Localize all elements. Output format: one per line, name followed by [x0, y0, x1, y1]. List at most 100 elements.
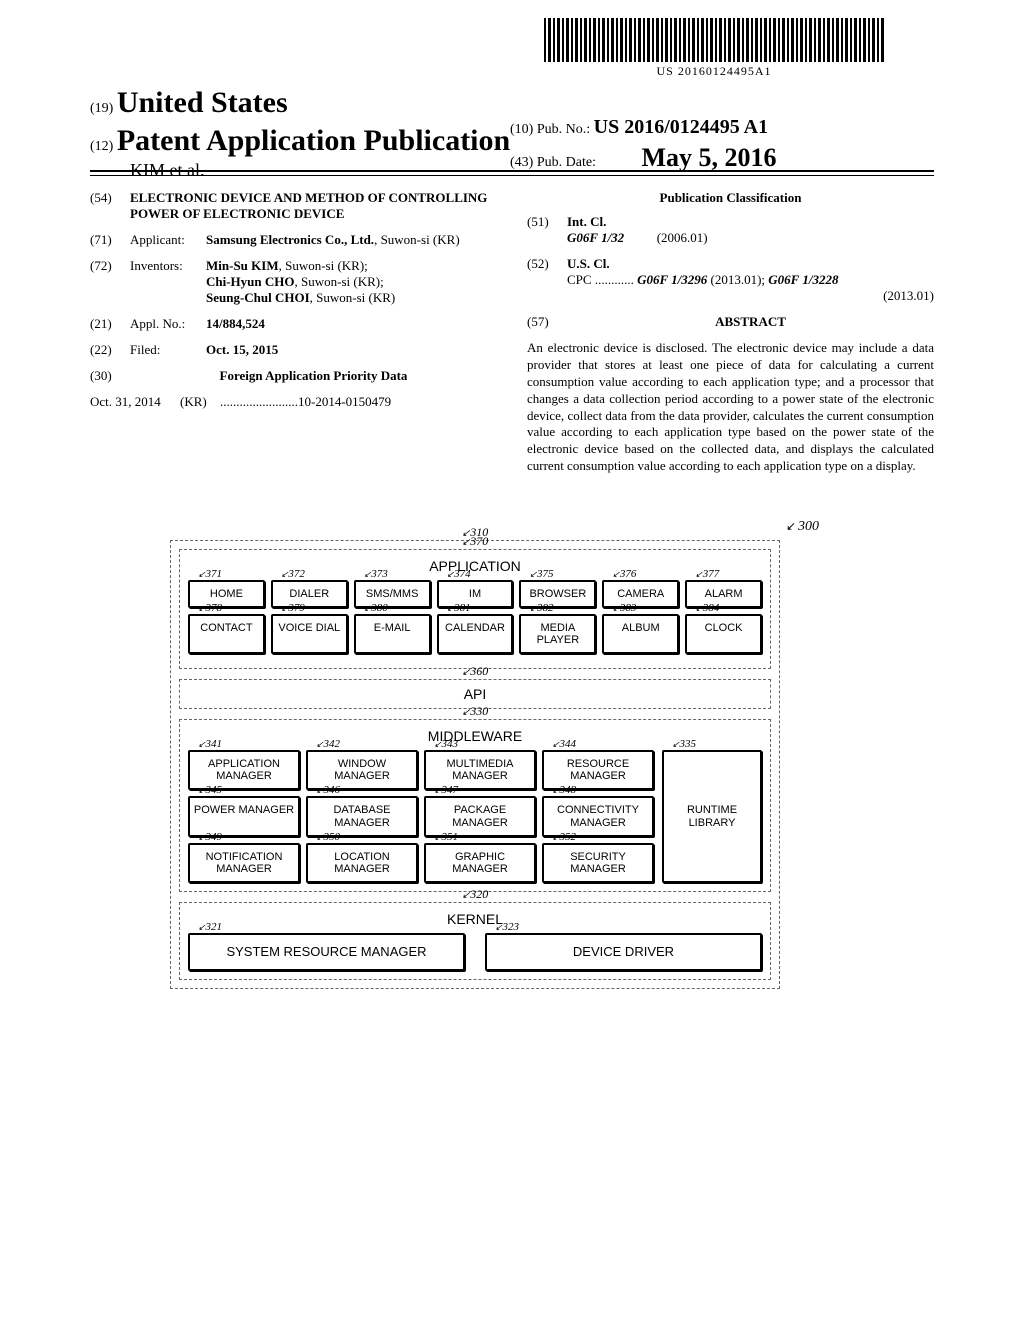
- node-label: E-MAIL: [374, 622, 411, 634]
- prio-cc: (KR): [180, 394, 220, 410]
- invention-title: ELECTRONIC DEVICE AND METHOD OF CONTROLL…: [130, 190, 497, 222]
- biblio-right: Publication Classification (51) Int. Cl.…: [527, 190, 934, 475]
- header-country-line: (19) United States: [90, 86, 934, 120]
- biblio-columns: (54) ELECTRONIC DEVICE AND METHOD OF CON…: [90, 190, 934, 475]
- barcode-graphic: [544, 18, 884, 62]
- code-51: (51): [527, 214, 567, 246]
- node-security-manager: 352SECURITY MANAGER: [542, 843, 654, 883]
- pubdate-row: (43) Pub. Date: May 5, 2016: [510, 143, 776, 173]
- layer-title-app: APPLICATION: [188, 558, 762, 574]
- cpc2: G06F 1/3228: [768, 272, 838, 287]
- ref-346: 346: [316, 784, 340, 796]
- prio-date: Oct. 31, 2014: [90, 394, 180, 410]
- ref-341: 341: [198, 738, 222, 750]
- ref-372: 372: [281, 568, 305, 580]
- node-label: WINDOW MANAGER: [334, 758, 390, 782]
- figure-diagram: 300 310 370 APPLICATION 371HOME372DIALER…: [170, 540, 780, 989]
- country-name: United States: [117, 86, 288, 119]
- field-22: (22) Filed: Oct. 15, 2015: [90, 342, 497, 358]
- ref-352: 352: [552, 831, 576, 843]
- doc-type: Patent Application Publication: [117, 124, 510, 157]
- pubdate-value: May 5, 2016: [641, 143, 776, 172]
- label-72: Inventors:: [130, 258, 206, 306]
- intcl-block: Int. Cl. G06F 1/32 (2006.01): [567, 214, 934, 246]
- ref-384: 384: [695, 602, 719, 614]
- appl-no: 14/884,524: [206, 316, 265, 331]
- header: (19) United States (12) Patent Applicati…: [90, 86, 934, 181]
- node-label: SMS/MMS: [366, 588, 419, 600]
- field-30: (30) Foreign Application Priority Data: [90, 368, 497, 384]
- ref-351: 351: [434, 831, 458, 843]
- layer-application: 370 APPLICATION 371HOME372DIALER373SMS/M…: [179, 549, 771, 669]
- node-label: GRAPHIC MANAGER: [452, 851, 508, 875]
- app-row-1: 371HOME372DIALER373SMS/MMS374IM375BROWSE…: [188, 580, 762, 608]
- rule-thin: [90, 175, 934, 176]
- applicant: Samsung Electronics Co., Ltd., Suwon-si …: [206, 232, 497, 248]
- ref-360: 360: [462, 664, 488, 679]
- code-52: (52): [527, 256, 567, 304]
- barcode-text: US 20160124495A1: [544, 64, 884, 79]
- diagram-outer: 300 310 370 APPLICATION 371HOME372DIALER…: [170, 540, 780, 989]
- applicant-loc: Suwon-si (KR): [381, 232, 460, 247]
- layer-title-api: API: [186, 686, 764, 702]
- cpc2v: (2013.01): [883, 288, 934, 303]
- inv2-loc: Suwon-si (KR);: [301, 274, 384, 289]
- ref-344: 344: [552, 738, 576, 750]
- ref-378: 378: [198, 602, 222, 614]
- node-sysres-label: SYSTEM RESOURCE MANAGER: [226, 944, 426, 959]
- node-devdrv-label: DEVICE DRIVER: [573, 944, 674, 959]
- uscl-block: U.S. Cl. CPC ............ G06F 1/3296 (2…: [567, 256, 934, 304]
- code-10: (10): [510, 122, 533, 137]
- priority-row: Oct. 31, 2014 (KR) .....................…: [90, 394, 497, 410]
- node-e-mail: 380E-MAIL: [354, 614, 431, 654]
- node-label: BROWSER: [529, 588, 586, 600]
- node-voice-dial: 379VOICE DIAL: [271, 614, 348, 654]
- node-graphic-manager: 351GRAPHIC MANAGER: [424, 843, 536, 883]
- ref-379: 379: [281, 602, 305, 614]
- node-notification-manager: 349NOTIFICATION MANAGER: [188, 843, 300, 883]
- ref-321: 321: [198, 921, 222, 933]
- label-52: U.S. Cl.: [567, 256, 610, 271]
- ref-374: 374: [447, 568, 471, 580]
- node-label: IM: [469, 588, 481, 600]
- node-label: RESOURCE MANAGER: [567, 758, 629, 782]
- field-21: (21) Appl. No.: 14/884,524: [90, 316, 497, 332]
- ref-373: 373: [364, 568, 388, 580]
- pubno-value: US 2016/0124495 A1: [594, 116, 768, 138]
- pubno-label: Pub. No.:: [537, 122, 590, 137]
- layer-kernel: 320 KERNEL 321 SYSTEM RESOURCE MANAGER 3…: [179, 902, 771, 980]
- rule-thick: [90, 170, 934, 172]
- ref-350: 350: [316, 831, 340, 843]
- cpc-label: CPC ............: [567, 272, 634, 287]
- ref-370: 370: [462, 534, 488, 549]
- mw-left: 341APPLICATION MANAGER342WINDOW MANAGER3…: [188, 750, 654, 883]
- field-57: (57) ABSTRACT: [527, 314, 934, 330]
- node-label: POWER MANAGER: [194, 804, 294, 816]
- kernel-row: 321 SYSTEM RESOURCE MANAGER 323 DEVICE D…: [188, 933, 762, 971]
- label-22: Filed:: [130, 342, 206, 358]
- node-label: LOCATION MANAGER: [334, 851, 390, 875]
- ref-380: 380: [364, 602, 388, 614]
- ref-375: 375: [529, 568, 553, 580]
- label-30: Foreign Application Priority Data: [220, 368, 408, 383]
- label-71: Applicant:: [130, 232, 206, 248]
- code-19: (19): [90, 101, 113, 116]
- ref-345: 345: [198, 784, 222, 796]
- applicant-name: Samsung Electronics Co., Ltd.: [206, 232, 374, 247]
- ref-335: 335: [672, 738, 696, 750]
- node-label: NOTIFICATION MANAGER: [206, 851, 283, 875]
- inv3-loc: Suwon-si (KR): [316, 290, 395, 305]
- ref-382: 382: [529, 602, 553, 614]
- mw-row-2: 345POWER MANAGER346DATABASE MANAGER347PA…: [188, 796, 654, 836]
- node-media-player: 382MEDIA PLAYER: [519, 614, 596, 654]
- ref-376: 376: [612, 568, 636, 580]
- prio-dots: ........................: [220, 394, 298, 410]
- abstract-text: An electronic device is disclosed. The e…: [527, 340, 934, 475]
- node-runtime: 335 RUNTIME LIBRARY: [662, 750, 762, 883]
- inv1-loc: Suwon-si (KR);: [285, 258, 368, 273]
- node-label: CONNECTIVITY MANAGER: [557, 804, 639, 828]
- node-label: MULTIMEDIA MANAGER: [446, 758, 513, 782]
- field-71: (71) Applicant: Samsung Electronics Co.,…: [90, 232, 497, 248]
- mw-row-1: 341APPLICATION MANAGER342WINDOW MANAGER3…: [188, 750, 654, 790]
- ref-377: 377: [695, 568, 719, 580]
